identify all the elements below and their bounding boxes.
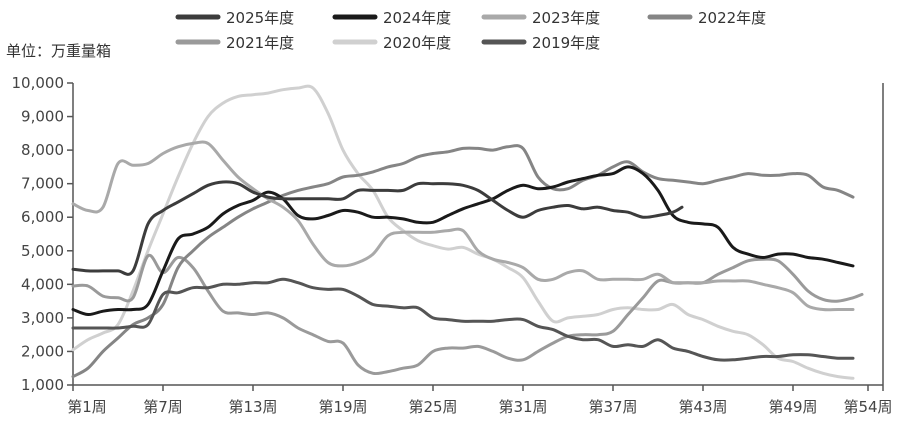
y-tick-label: 7,000 <box>21 175 64 193</box>
y-tick-label: 2,000 <box>21 342 64 360</box>
series-line-2023年度 <box>71 140 855 312</box>
y-tick-label: 4,000 <box>21 275 64 293</box>
series-line-2025年度 <box>71 180 684 276</box>
legend-label: 2019年度 <box>532 34 600 52</box>
y-tick-label: 10,000 <box>12 74 65 92</box>
y-tick-label: 5,000 <box>21 242 64 260</box>
legend-label: 2021年度 <box>226 34 294 52</box>
x-tick-label: 第54周 <box>843 398 892 416</box>
x-tick-label: 第7周 <box>143 398 183 416</box>
series-line-2019年度 <box>71 277 855 362</box>
series-line-2022年度 <box>71 144 855 379</box>
legend-label: 2022年度 <box>698 9 766 27</box>
unit-label: 单位：万重量箱 <box>6 42 111 60</box>
x-tick-label: 第43周 <box>678 398 727 416</box>
y-tick-label: 8,000 <box>21 141 64 159</box>
legend-label: 2020年度 <box>383 34 451 52</box>
y-tick-label: 9,000 <box>21 108 64 126</box>
y-tick-label: 3,000 <box>21 309 64 327</box>
series-line-2024年度 <box>71 165 855 317</box>
legend-label: 2024年度 <box>383 9 451 27</box>
legend-label: 2023年度 <box>532 9 600 27</box>
legend-label: 2025年度 <box>226 9 294 27</box>
axes: 1,000 2,000 3,000 4,000 5,000 6,000 7,000 8,000… <box>12 74 893 416</box>
x-tick-label: 第25周 <box>408 398 457 416</box>
x-tick-label: 第31周 <box>498 398 547 416</box>
legend: 2025年度 2024年度 2023年度 2022年度 2021年度 2020年度 2019… <box>175 9 766 52</box>
x-tick-label: 第37周 <box>588 398 637 416</box>
y-tick-label: 6,000 <box>21 208 64 226</box>
series-lines <box>71 84 864 380</box>
x-tick-label: 第19周 <box>318 398 367 416</box>
series-line-2020年度 <box>71 84 855 380</box>
x-tick-label: 第49周 <box>768 398 817 416</box>
y-tick-label: 1,000 <box>21 376 64 394</box>
series-line-2021年度 <box>71 253 864 376</box>
x-tick-label: 第1周 <box>67 398 107 416</box>
x-tick-label: 第13周 <box>228 398 277 416</box>
